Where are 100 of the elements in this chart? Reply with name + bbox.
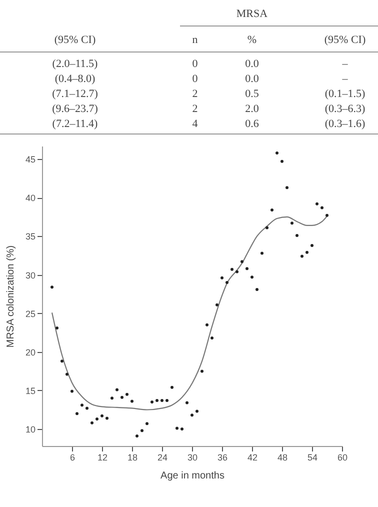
point <box>56 326 58 330</box>
text: % <box>247 34 257 46</box>
text: (0.3–1.6) <box>324 118 366 130</box>
point <box>136 434 138 438</box>
point <box>126 392 128 396</box>
point <box>140 429 144 432</box>
point <box>146 422 148 426</box>
text: – <box>341 58 348 70</box>
text: (0.1–1.5) <box>324 88 366 100</box>
x-tick-label: 36 <box>217 452 228 462</box>
point <box>236 270 238 274</box>
point <box>166 399 168 402</box>
point <box>50 286 54 289</box>
text: 2 <box>192 88 198 100</box>
point <box>190 414 194 417</box>
point <box>300 254 304 258</box>
point <box>150 400 154 404</box>
y-tick-label: 35 <box>25 232 36 242</box>
point <box>96 418 98 421</box>
point <box>206 323 208 326</box>
point <box>216 303 218 306</box>
x-axis-title: Age in months <box>160 470 224 482</box>
point <box>230 268 234 271</box>
point <box>250 276 254 279</box>
point <box>210 336 214 340</box>
point <box>86 406 88 410</box>
text: 2.0 <box>245 103 260 115</box>
point <box>316 202 318 206</box>
point <box>326 214 328 217</box>
text: (7.2–11.4) <box>52 118 98 130</box>
point <box>200 370 204 373</box>
point <box>176 426 178 430</box>
point <box>290 222 294 225</box>
point <box>246 267 248 270</box>
text: 0 <box>192 58 198 70</box>
text: – <box>341 73 348 85</box>
point <box>306 250 308 254</box>
point <box>240 260 244 264</box>
point <box>180 428 184 431</box>
point <box>70 390 74 393</box>
text: 0 <box>192 73 198 85</box>
text: MRSA <box>236 8 268 20</box>
y-tick-label: 45 <box>25 154 36 165</box>
point <box>116 388 118 392</box>
text: 0.6 <box>245 118 260 130</box>
text: 4 <box>192 118 198 130</box>
point <box>110 396 114 400</box>
point <box>266 226 268 230</box>
point <box>130 400 134 403</box>
x-tick-label: 54 <box>307 452 318 462</box>
text: (7.1–12.7) <box>52 88 98 100</box>
text: (95% CI) <box>324 34 366 46</box>
x-tick-label: 18 <box>127 452 138 462</box>
point <box>256 288 258 291</box>
y-tick-label: 25 <box>25 308 36 319</box>
point <box>260 252 264 255</box>
point <box>276 151 278 154</box>
point <box>280 160 284 163</box>
y-tick-label: 10 <box>25 424 36 435</box>
point <box>296 234 298 237</box>
point <box>160 399 164 402</box>
point <box>226 281 228 284</box>
text: 0.0 <box>245 58 260 70</box>
point <box>90 421 94 424</box>
x-tick-label: 42 <box>247 452 258 462</box>
point <box>120 396 124 399</box>
x-tick-label: 12 <box>97 452 108 462</box>
y-tick-label: 15 <box>25 386 36 396</box>
y-axis-title: MRSA colonization (%) <box>5 245 16 348</box>
point <box>170 386 174 389</box>
point <box>196 410 198 413</box>
y-tick-label: 30 <box>25 270 36 280</box>
x-tick-label: 6 <box>70 452 76 462</box>
text: (95% CI) <box>54 34 96 46</box>
point <box>76 412 78 416</box>
x-tick-label: 48 <box>277 452 288 462</box>
text: n <box>192 34 198 46</box>
text: 0.0 <box>245 73 260 85</box>
text: (0.3–6.3) <box>324 103 366 115</box>
point <box>66 372 68 376</box>
point <box>186 401 188 404</box>
x-tick-label: 24 <box>157 452 168 462</box>
y-tick-label: 20 <box>25 347 36 358</box>
point <box>286 186 288 190</box>
point <box>106 416 108 420</box>
x-tick-label: 30 <box>187 452 198 462</box>
point <box>220 276 224 280</box>
x-tick-label: 60 <box>337 452 348 462</box>
point <box>310 244 314 247</box>
point <box>60 360 64 363</box>
text: (9.6–23.7) <box>52 103 98 115</box>
text: (2.0–11.5) <box>52 58 98 70</box>
point <box>156 399 158 402</box>
point <box>100 414 104 418</box>
text: 2 <box>192 103 198 115</box>
point <box>80 404 84 407</box>
point <box>270 208 274 212</box>
y-tick-label: 40 <box>25 193 36 204</box>
point <box>320 206 324 210</box>
text: (0.4–8.0) <box>54 73 96 85</box>
